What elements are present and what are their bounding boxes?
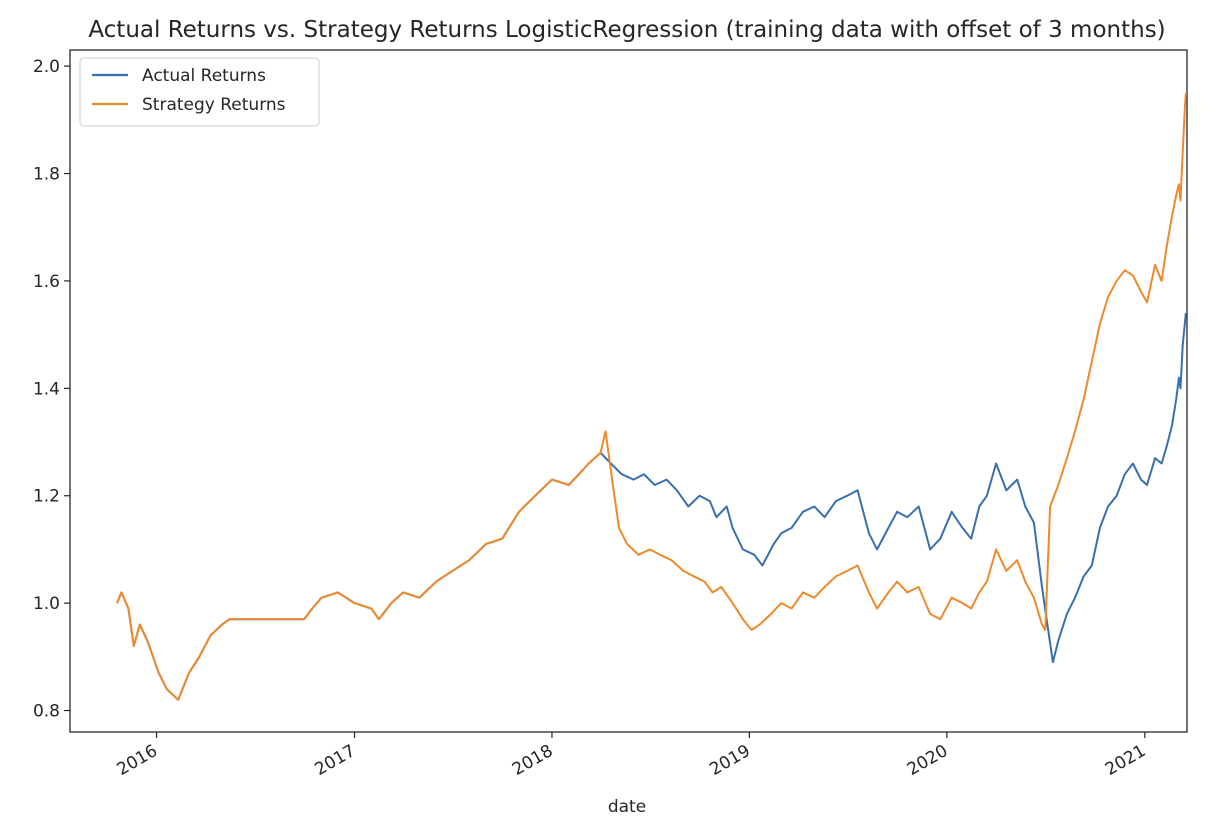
plot-area-frame xyxy=(69,49,1188,733)
x-tick-label: 2018 xyxy=(509,741,556,780)
y-tick-label: 2.0 xyxy=(33,57,60,77)
y-tick-label: 1.0 xyxy=(33,594,60,614)
legend-label-strategy-returns: Strategy Returns xyxy=(142,95,286,115)
legend-frame xyxy=(79,57,320,127)
y-tick-label: 1.4 xyxy=(33,379,60,399)
x-tick-label: 2017 xyxy=(312,741,359,780)
y-tick-label: 1.2 xyxy=(33,487,60,507)
y-axis-ticks: 0.8 1.0 1.2 1.4 1.6 1.8 2.0 xyxy=(33,57,70,722)
x-tick-label: 2016 xyxy=(114,741,161,780)
y-tick-label: 0.8 xyxy=(33,702,60,722)
series-line-actual-returns xyxy=(116,312,1187,701)
series-line-strategy-returns xyxy=(116,92,1187,701)
x-tick-label: 2021 xyxy=(1102,741,1149,780)
x-tick-label: 2020 xyxy=(904,741,951,780)
legend: Actual Returns Strategy Returns xyxy=(79,57,320,127)
legend-label-actual-returns: Actual Returns xyxy=(142,66,266,86)
x-axis-ticks: 2016 2017 2018 2019 2020 2021 xyxy=(114,732,1149,780)
y-tick-label: 1.6 xyxy=(33,272,60,292)
x-axis-label: date xyxy=(608,797,646,817)
x-tick-label: 2019 xyxy=(706,741,753,780)
y-tick-label: 1.8 xyxy=(33,165,60,185)
chart-title: Actual Returns vs. Strategy Returns Logi… xyxy=(88,17,1165,43)
series-layer xyxy=(116,92,1187,701)
